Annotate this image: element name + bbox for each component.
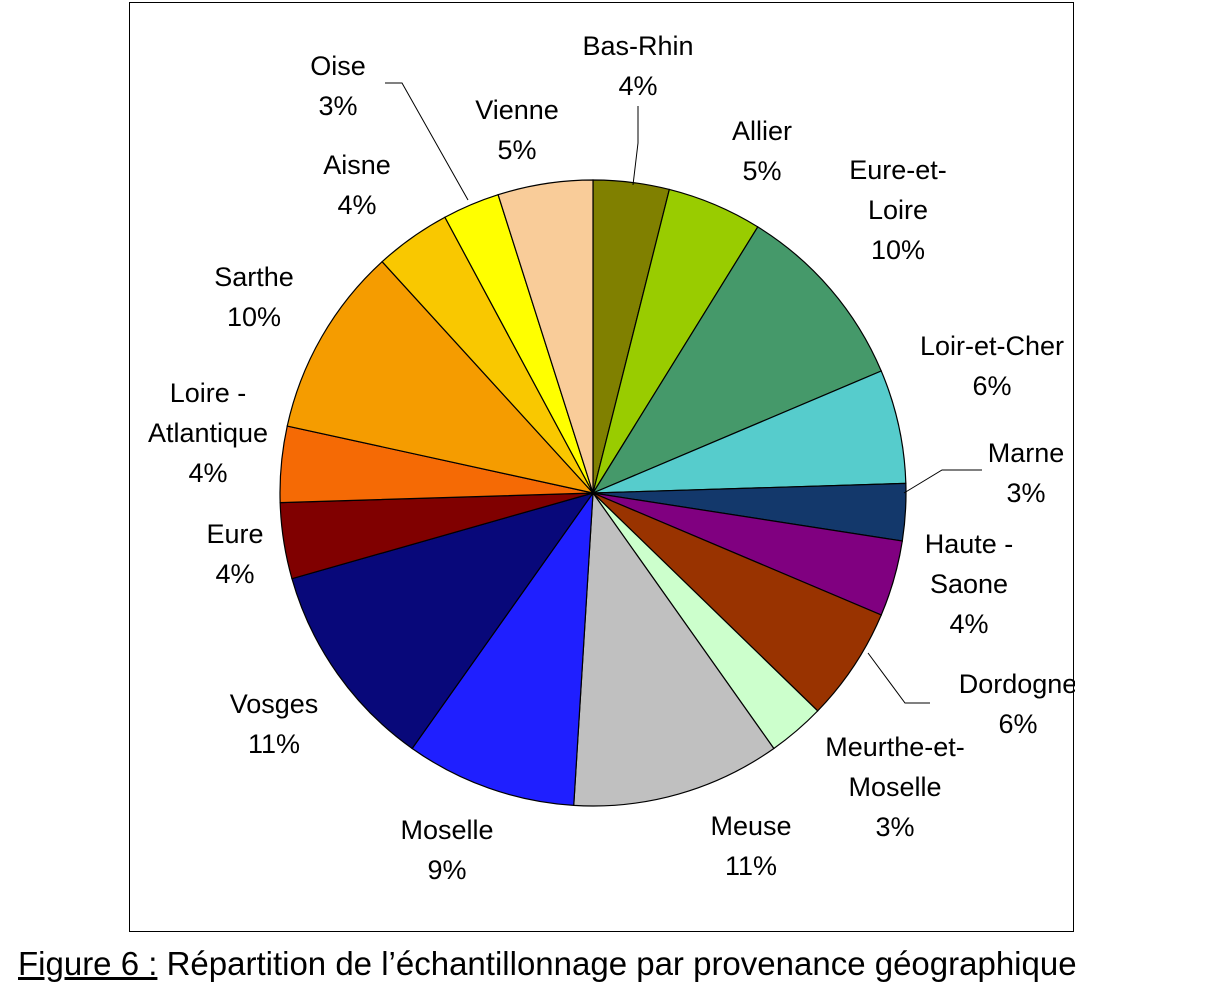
leader-line-15 xyxy=(385,82,469,201)
slice-label-line: Vienne xyxy=(475,95,559,125)
slice-label-line: Meuse xyxy=(710,811,791,841)
slice-label-line: 3% xyxy=(318,91,357,121)
slice-label-line: Marne xyxy=(988,438,1065,468)
slice-label-line: Moselle xyxy=(848,772,941,802)
pie-slice-9 xyxy=(411,490,594,807)
slice-label-line: 10% xyxy=(871,235,925,265)
pie-slice-10 xyxy=(291,491,595,750)
slice-label-line: Sarthe xyxy=(214,262,294,292)
slice-label-line: Saone xyxy=(930,569,1008,599)
slice-label-7: Meurthe-et- Moselle 3% xyxy=(825,732,965,842)
slice-label-line: 10% xyxy=(227,302,281,332)
pie-slice-13 xyxy=(286,260,595,494)
slice-label-5: Haute - Saone 4% xyxy=(925,529,1014,639)
slice-label-9: Moselle 9% xyxy=(400,815,493,885)
caption-prefix: Figure 6 : xyxy=(18,945,158,982)
slice-label-line: 5% xyxy=(742,156,781,186)
slice-label-line: Allier xyxy=(732,116,792,146)
slice-label-6: Dordogne 6% xyxy=(959,669,1075,739)
slice-label-line: 9% xyxy=(427,855,466,885)
slice-label-line: Haute - xyxy=(925,529,1014,559)
slice-label-line: Atlantique xyxy=(148,418,268,448)
slice-label-1: Allier 5% xyxy=(732,116,792,186)
slice-label-line: Bas-Rhin xyxy=(582,31,693,61)
slice-label-line: 3% xyxy=(1006,478,1045,508)
leader-line-4 xyxy=(903,469,982,494)
slice-label-line: Moselle xyxy=(400,815,493,845)
figure-caption: Figure 6 : Répartition de l’échantillonn… xyxy=(18,945,1077,983)
slice-label-line: Aisne xyxy=(323,150,391,180)
slice-label-line: 4% xyxy=(337,190,376,220)
slice-label-line: Dordogne xyxy=(959,669,1075,699)
pie-slice-8 xyxy=(573,491,775,807)
slice-label-12: Loire - Atlantique 4% xyxy=(148,378,268,488)
slice-label-line: Eure xyxy=(206,519,263,549)
slice-label-line: 4% xyxy=(215,559,254,589)
slice-label-3: Loir-et-Cher 6% xyxy=(920,331,1064,401)
slice-label-line: Loire - xyxy=(170,378,247,408)
slice-label-line: Loir-et-Cher xyxy=(920,331,1064,361)
slice-label-line: 11% xyxy=(725,851,777,881)
slice-label-line: 6% xyxy=(972,371,1011,401)
slice-label-line: 4% xyxy=(618,71,657,101)
slice-label-15: Oise 3% xyxy=(310,51,366,121)
slice-label-14: Aisne 4% xyxy=(323,150,391,220)
leader-line-0 xyxy=(632,106,639,186)
slice-label-2: Eure-et- Loire 10% xyxy=(849,155,947,265)
leader-line-6 xyxy=(867,652,930,704)
slice-label-line: Loire xyxy=(868,195,928,225)
pie-slice-16 xyxy=(497,179,594,494)
slice-label-13: Sarthe 10% xyxy=(214,262,294,332)
slice-label-line: 3% xyxy=(875,812,914,842)
slice-label-line: Vosges xyxy=(230,689,319,719)
slice-label-line: 4% xyxy=(949,609,988,639)
pie-chart: Bas-Rhin 4% Allier 5% Eure-et- Loire 10% Loir-e… xyxy=(148,31,1075,885)
slice-label-0: Bas-Rhin 4% xyxy=(582,31,693,101)
slice-label-line: 4% xyxy=(188,458,227,488)
slice-label-11: Eure 4% xyxy=(206,519,263,589)
slice-label-line: 5% xyxy=(497,135,536,165)
slice-label-4: Marne 3% xyxy=(988,438,1065,508)
caption-text: Répartition de l’échantillonnage par pro… xyxy=(157,945,1077,982)
slice-label-line: Oise xyxy=(310,51,366,81)
slice-label-10: Vosges 11% xyxy=(230,689,319,759)
slice-label-line: 6% xyxy=(998,709,1037,739)
slice-label-line: Eure-et- xyxy=(849,155,947,185)
slice-label-line: 11% xyxy=(248,729,300,759)
chart-frame: Bas-Rhin 4% Allier 5% Eure-et- Loire 10% Loir-e… xyxy=(129,2,1075,932)
slice-label-line: Meurthe-et- xyxy=(825,732,965,762)
slice-label-8: Meuse 11% xyxy=(710,811,791,881)
pie-slice-2 xyxy=(591,226,883,495)
slice-label-16: Vienne 5% xyxy=(475,95,559,165)
